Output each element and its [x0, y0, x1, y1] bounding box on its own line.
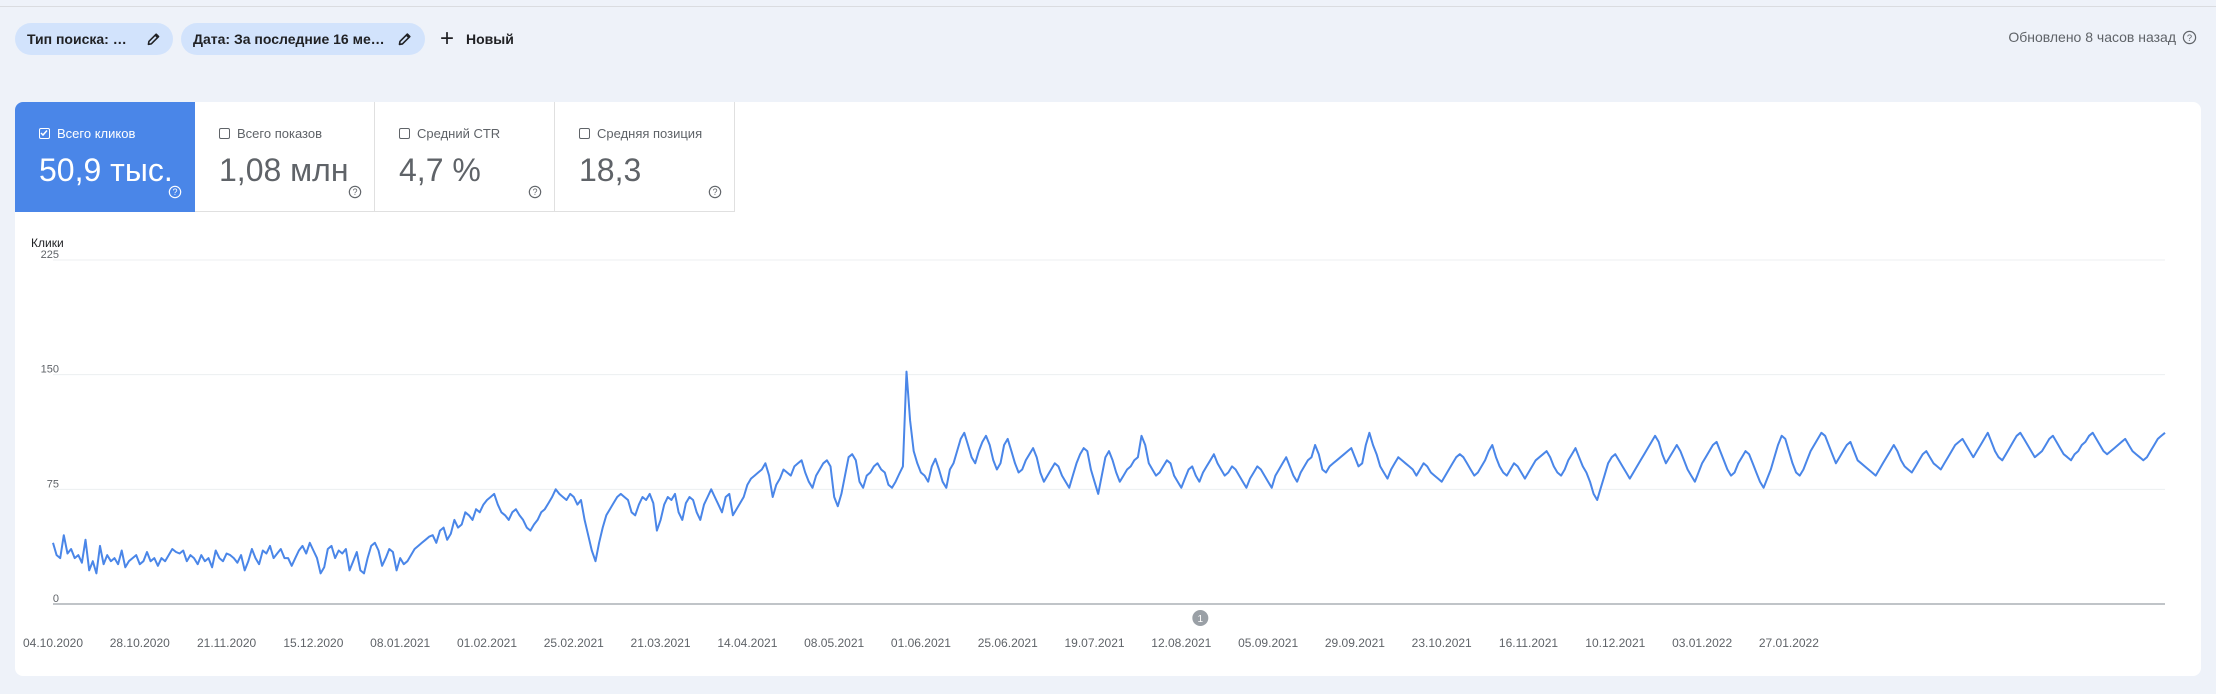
help-icon[interactable]: ? [168, 185, 182, 199]
help-icon[interactable]: ? [2182, 30, 2197, 45]
metric-label: Средняя позиция [579, 126, 702, 141]
metric-value: 1,08 млн [219, 152, 349, 188]
filter-chip-search-type[interactable]: Тип поиска: Веб [15, 23, 173, 55]
x-tick-label: 14.04.2021 [717, 636, 777, 650]
svg-text:?: ? [713, 187, 718, 197]
x-tick-label: 15.12.2020 [283, 636, 343, 650]
checkbox-icon[interactable] [219, 128, 230, 139]
last-updated-text: Обновлено 8 часов назад [2008, 29, 2176, 45]
metric-label: Всего показов [219, 126, 322, 141]
annotation-marker[interactable] [1192, 610, 1209, 626]
checkbox-icon[interactable] [579, 128, 590, 139]
x-tick-label: 01.06.2021 [891, 636, 951, 650]
clicks-line-chart[interactable]: Клики 0 75 150 225 04.10.2020 28.10.2020 21.1… [15, 102, 2201, 676]
x-tick-label: 23.10.2021 [1412, 636, 1472, 650]
y-tick-label: 0 [53, 593, 59, 605]
last-updated: Обновлено 8 часов назад ? [2008, 29, 2197, 45]
x-tick-label: 08.05.2021 [804, 636, 864, 650]
filter-chip-date-label: Дата: За последние 16 мес... [193, 31, 388, 47]
top-divider [0, 6, 2216, 7]
annotation-count: 1 [1198, 614, 1204, 625]
y-tick-label: 75 [47, 478, 59, 490]
y-tick-label: 150 [41, 364, 59, 376]
x-tick-label: 03.01.2022 [1672, 636, 1732, 650]
metric-avg-position[interactable]: Средняя позиция 18,3 ? [555, 102, 735, 212]
new-filter-label: Новый [466, 31, 514, 47]
x-tick-label: 27.01.2022 [1759, 636, 1819, 650]
metric-total-impressions[interactable]: Всего показов 1,08 млн ? [195, 102, 375, 212]
metric-label: Средний CTR [399, 126, 500, 141]
x-tick-label: 10.12.2021 [1585, 636, 1645, 650]
filter-chip-search-type-label: Тип поиска: Веб [27, 31, 136, 47]
svg-text:?: ? [173, 187, 178, 197]
metric-value: 4,7 % [399, 152, 481, 188]
metric-avg-ctr[interactable]: Средний CTR 4,7 % ? [375, 102, 555, 212]
edit-icon[interactable] [397, 31, 413, 47]
help-icon[interactable]: ? [708, 185, 722, 199]
x-tick-label: 04.10.2020 [23, 636, 83, 650]
x-tick-label: 28.10.2020 [110, 636, 170, 650]
metric-total-clicks[interactable]: Всего кликов 50,9 тыс. ? [15, 102, 195, 212]
y-axis-label: Клики [31, 236, 64, 250]
checkbox-icon[interactable] [399, 128, 410, 139]
clicks-series-line [52, 370, 2166, 575]
filter-chip-date[interactable]: Дата: За последние 16 мес... [181, 23, 425, 55]
checkbox-checked-icon[interactable] [39, 128, 50, 139]
x-tick-label: 21.11.2020 [197, 636, 256, 650]
help-icon[interactable]: ? [528, 185, 542, 199]
metric-value: 18,3 [579, 152, 642, 188]
metric-label: Всего кликов [39, 126, 135, 141]
x-tick-label: 25.06.2021 [978, 636, 1038, 650]
help-icon[interactable]: ? [348, 185, 362, 199]
svg-text:?: ? [533, 187, 538, 197]
svg-text:?: ? [2187, 32, 2192, 42]
x-tick-label: 29.09.2021 [1325, 636, 1385, 650]
y-tick-label: 225 [41, 249, 59, 261]
x-tick-label: 08.01.2021 [370, 636, 430, 650]
metric-value: 50,9 тыс. [39, 152, 173, 188]
x-tick-label: 12.08.2021 [1151, 636, 1211, 650]
x-tick-label: 21.03.2021 [631, 636, 691, 650]
performance-card: Всего кликов 50,9 тыс. ? Всего показов 1… [15, 102, 2201, 676]
x-tick-label: 19.07.2021 [1065, 636, 1125, 650]
x-tick-label: 16.11.2021 [1499, 636, 1558, 650]
new-filter-button[interactable]: + Новый [440, 24, 514, 54]
x-tick-label: 05.09.2021 [1238, 636, 1298, 650]
svg-text:?: ? [353, 187, 358, 197]
x-tick-label: 01.02.2021 [457, 636, 517, 650]
edit-icon[interactable] [146, 31, 161, 47]
x-tick-label: 25.02.2021 [544, 636, 604, 650]
plus-icon: + [440, 25, 455, 52]
